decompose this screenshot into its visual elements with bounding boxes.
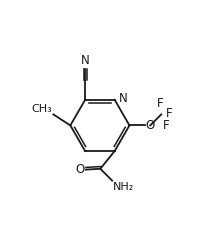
- Text: CH₃: CH₃: [31, 104, 52, 114]
- Text: F: F: [157, 97, 163, 110]
- Text: F: F: [163, 119, 170, 132]
- Text: N: N: [81, 54, 90, 66]
- Text: O: O: [146, 119, 155, 132]
- Text: F: F: [166, 107, 173, 120]
- Text: N: N: [118, 92, 127, 105]
- Text: O: O: [75, 163, 85, 176]
- Text: NH₂: NH₂: [113, 182, 134, 192]
